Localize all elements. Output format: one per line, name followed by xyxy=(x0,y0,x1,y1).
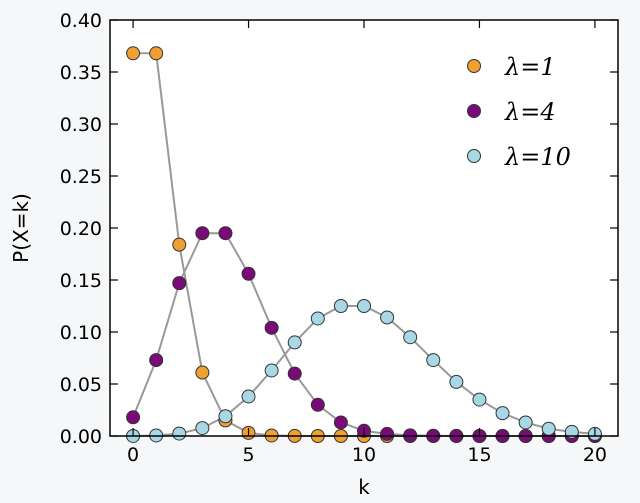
legend-marker-1 xyxy=(467,104,481,118)
series-1-point-8 xyxy=(310,397,325,412)
series-2-point-16 xyxy=(495,406,510,421)
axes: 0 5 10 15 20 0.00 0.05 0.10 0.15 0.20 0.25 0.30 0.35… xyxy=(9,10,619,499)
series-2-point-11 xyxy=(380,310,395,325)
x-tick-label-0: 0 xyxy=(127,444,139,466)
series-2-point-18 xyxy=(541,421,556,436)
series-2-point-10 xyxy=(357,299,371,313)
series-2-point-3 xyxy=(195,421,210,436)
plot-area xyxy=(110,20,618,443)
series-2-point-17 xyxy=(518,415,533,430)
y-tick-label-2: 0.10 xyxy=(60,322,102,344)
y-tick-label-4: 0.20 xyxy=(60,218,102,240)
x-tick-label-1: 5 xyxy=(242,444,254,466)
y-tick-label-8: 0.40 xyxy=(60,10,102,32)
series-2-point-6 xyxy=(264,363,279,378)
series-1-point-4 xyxy=(218,226,233,241)
series-2-point-8 xyxy=(310,311,325,326)
y-axis-label: P(X=k) xyxy=(9,193,33,263)
series-2-point-9 xyxy=(333,299,348,313)
y-tick-label-0: 0.00 xyxy=(60,426,102,448)
y-tick-label-1: 0.05 xyxy=(60,374,102,396)
x-tick-label-4: 20 xyxy=(583,444,607,466)
series-2-point-5 xyxy=(241,389,256,404)
plot-background xyxy=(110,20,618,436)
series-1-point-11 xyxy=(380,426,395,441)
legend-marker-2 xyxy=(467,149,481,163)
y-tick-label-7: 0.35 xyxy=(60,62,102,84)
series-0-point-2 xyxy=(172,237,187,252)
series-1-point-9 xyxy=(333,415,348,430)
series-0-point-1 xyxy=(149,46,164,61)
series-1-point-5 xyxy=(241,266,256,281)
x-axis-label: k xyxy=(358,475,370,499)
series-1-point-7 xyxy=(287,366,302,381)
legend-label-1: λ=4 xyxy=(504,98,556,126)
series-2-point-4 xyxy=(218,409,233,424)
series-0-point-3 xyxy=(195,365,210,380)
x-tick-label-2: 10 xyxy=(352,444,376,466)
legend-label-0: λ=1 xyxy=(504,53,556,81)
y-tick-label-6: 0.30 xyxy=(60,114,102,136)
series-2-point-19 xyxy=(564,424,579,439)
legend-marker-0 xyxy=(467,59,481,73)
series-2-point-7 xyxy=(287,335,302,350)
series-2-point-12 xyxy=(403,330,418,345)
series-2-point-2 xyxy=(172,426,187,441)
legend-label-2: λ=10 xyxy=(504,143,571,171)
series-1-point-3 xyxy=(195,226,210,241)
legend: λ=1 λ=4 λ=10 xyxy=(467,53,571,171)
y-tick-label-3: 0.15 xyxy=(60,270,102,292)
series-2-point-13 xyxy=(426,353,441,368)
series-2-point-15 xyxy=(472,392,487,407)
series-1-point-6 xyxy=(264,320,279,335)
series-0-point-0 xyxy=(126,46,141,61)
series-1-point-2 xyxy=(172,276,187,291)
series-1-point-1 xyxy=(149,353,164,368)
x-tick-label-3: 15 xyxy=(467,444,491,466)
series-1-point-0 xyxy=(126,410,141,425)
series-2-point-14 xyxy=(449,374,464,389)
y-tick-label-5: 0.25 xyxy=(60,166,102,188)
